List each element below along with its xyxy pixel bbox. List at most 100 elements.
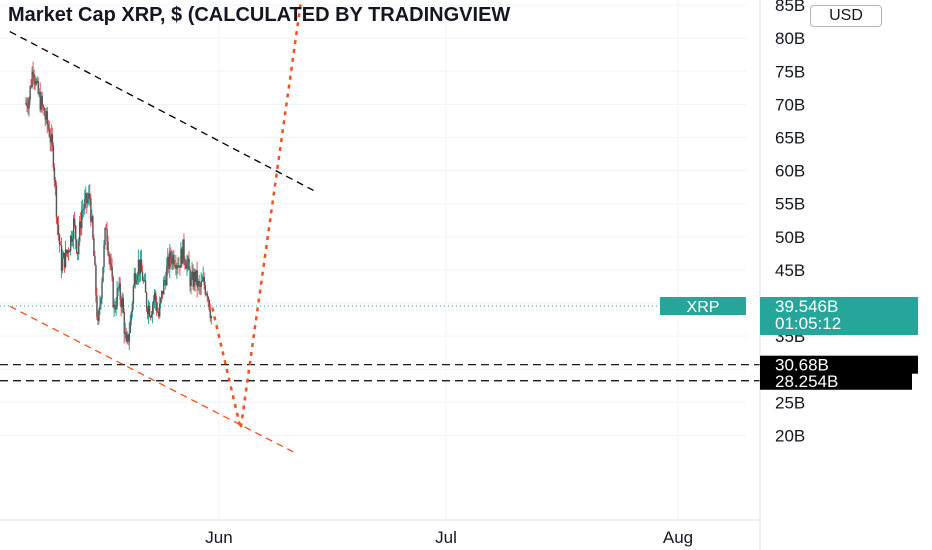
price-level-label-box — [760, 371, 912, 390]
candle — [28, 99, 30, 109]
candle — [137, 259, 140, 276]
candle — [162, 290, 164, 295]
candle — [52, 145, 55, 168]
candle — [59, 244, 62, 246]
candle — [37, 80, 39, 94]
candle — [116, 288, 118, 307]
candle — [123, 312, 126, 334]
candle — [81, 210, 83, 229]
candle — [33, 74, 35, 80]
candle — [160, 298, 162, 304]
candle — [103, 244, 105, 267]
candle — [40, 96, 42, 110]
candle — [152, 300, 155, 305]
candle — [31, 71, 33, 87]
candle — [92, 216, 94, 239]
candle — [202, 277, 204, 281]
candle — [120, 299, 122, 308]
candle — [34, 79, 36, 85]
candle — [38, 92, 40, 94]
candle — [165, 279, 167, 286]
candle — [180, 248, 182, 268]
candle — [185, 264, 187, 269]
x-axis-labels: Jun Jul Aug — [205, 528, 693, 547]
candle — [198, 280, 200, 286]
y-tick-label: 45B — [775, 261, 805, 280]
chart-title: Market Cap XRP, $ (CALCULATED BY TRADING… — [8, 4, 511, 26]
candle — [136, 275, 139, 281]
current-value-label: 39.546B — [775, 297, 838, 316]
grid-lines — [0, 0, 747, 520]
candle — [78, 241, 80, 255]
candle — [68, 251, 71, 253]
candle — [169, 251, 171, 270]
candle — [95, 265, 97, 296]
candle — [57, 224, 60, 235]
candle — [85, 193, 87, 200]
candle — [106, 229, 108, 242]
candles — [25, 61, 213, 351]
candle — [141, 271, 144, 281]
candle — [25, 102, 27, 105]
candle — [36, 80, 38, 82]
x-tick-label: Jun — [205, 528, 232, 547]
candle — [76, 239, 78, 253]
candle — [96, 295, 98, 317]
candle — [41, 96, 43, 106]
countdown-label: 01:05:12 — [775, 314, 841, 333]
candle — [66, 250, 69, 254]
candle — [107, 241, 109, 254]
candle — [32, 71, 34, 75]
candle — [153, 292, 156, 301]
candle — [26, 102, 28, 107]
candle — [55, 185, 58, 218]
candle — [60, 244, 63, 271]
candle — [186, 261, 188, 269]
candle — [182, 239, 184, 264]
candle — [118, 283, 120, 288]
series-label-box — [660, 297, 746, 316]
candle — [49, 136, 52, 143]
candle — [159, 303, 161, 317]
projection-path — [211, 0, 303, 430]
price-level-label-box — [760, 355, 918, 374]
candle — [121, 297, 123, 308]
candle — [39, 92, 41, 110]
candle — [30, 86, 32, 88]
candle — [149, 316, 152, 318]
candle — [195, 270, 197, 282]
candle — [199, 285, 201, 287]
candle — [168, 256, 170, 270]
candle — [127, 334, 130, 342]
candle — [129, 320, 132, 333]
candle — [77, 252, 79, 255]
candle — [82, 209, 84, 211]
y-tick-label: 20B — [775, 426, 805, 445]
candle — [93, 238, 95, 257]
candle — [193, 271, 195, 287]
candle — [98, 309, 100, 321]
candle — [164, 279, 166, 281]
candle — [177, 265, 179, 268]
candle — [75, 225, 77, 240]
x-tick-label: Jul — [435, 528, 457, 547]
candle — [146, 308, 149, 315]
current-value-box — [760, 297, 918, 336]
candle — [42, 105, 45, 108]
candle — [170, 251, 172, 259]
candle — [88, 193, 90, 200]
currency-button[interactable]: USD — [810, 5, 882, 27]
candle — [208, 299, 211, 310]
candle — [51, 134, 54, 146]
candle — [192, 271, 194, 287]
y-tick-label: 75B — [775, 62, 805, 81]
lower-trendline — [9, 305, 294, 453]
price-level-label: 30.68B — [775, 356, 829, 375]
candle — [151, 304, 154, 315]
candle — [150, 314, 153, 318]
candle — [176, 265, 178, 269]
candle — [173, 254, 175, 266]
x-tick-label: Aug — [663, 528, 693, 547]
candle — [126, 334, 129, 342]
